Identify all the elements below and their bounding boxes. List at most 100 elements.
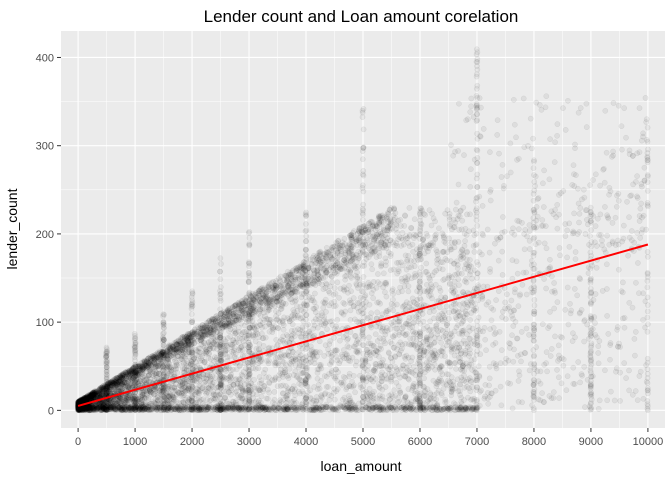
- data-point: [296, 349, 302, 356]
- data-point: [331, 396, 338, 403]
- data-point: [182, 384, 189, 391]
- data-point: [422, 212, 429, 218]
- data-point: [406, 264, 412, 271]
- data-point: [277, 306, 284, 312]
- data-point: [346, 344, 352, 351]
- data-point: [197, 349, 203, 356]
- data-point: [234, 313, 240, 319]
- data-point: [285, 388, 291, 395]
- data-point: [210, 395, 217, 402]
- data-point: [446, 281, 453, 288]
- data-point: [276, 372, 282, 379]
- data-point: [88, 404, 95, 411]
- data-point: [217, 321, 224, 328]
- data-point: [129, 395, 135, 402]
- data-point: [226, 377, 233, 383]
- data-point: [102, 406, 109, 413]
- data-point: [252, 332, 259, 338]
- data-point: [288, 399, 295, 405]
- data-point: [115, 398, 122, 405]
- data-point: [333, 323, 339, 330]
- data-point: [230, 366, 236, 373]
- data-point: [207, 356, 214, 362]
- data-point: [166, 345, 173, 352]
- data-point: [203, 376, 209, 382]
- data-point: [185, 367, 192, 374]
- data-point: [339, 396, 346, 403]
- data-point: [290, 311, 296, 318]
- data-point: [147, 386, 153, 393]
- data-point: [462, 238, 468, 244]
- data-point: [249, 324, 255, 331]
- data-point: [340, 347, 347, 353]
- data-point: [354, 269, 360, 276]
- data-point: [408, 258, 414, 264]
- data-point: [304, 282, 311, 289]
- data-point: [281, 364, 288, 371]
- data-point: [473, 241, 480, 248]
- data-point: [371, 249, 377, 256]
- data-point: [415, 316, 422, 322]
- data-point: [272, 360, 278, 367]
- data-point: [273, 336, 280, 343]
- data-point: [274, 383, 281, 390]
- data-point: [348, 288, 354, 295]
- data-point: [448, 330, 455, 337]
- data-point: [216, 317, 222, 324]
- data-point: [119, 379, 125, 386]
- data-point: [237, 384, 244, 390]
- data-point: [404, 235, 411, 242]
- data-point: [117, 395, 124, 402]
- data-point: [423, 230, 430, 237]
- data-point: [258, 358, 265, 365]
- data-point: [297, 326, 303, 333]
- data-point: [125, 385, 132, 391]
- data-point: [314, 324, 321, 331]
- data-point: [342, 276, 349, 283]
- data-point: [310, 297, 316, 304]
- data-point: [290, 383, 297, 390]
- data-point: [365, 374, 372, 381]
- data-point: [383, 309, 389, 316]
- data-point: [401, 223, 408, 229]
- data-point: [139, 374, 146, 380]
- data-point: [239, 335, 246, 342]
- data-point: [330, 389, 337, 396]
- data-point: [154, 397, 161, 404]
- data-point: [117, 395, 123, 402]
- data-point: [219, 358, 225, 364]
- data-point: [357, 318, 364, 325]
- data-point: [227, 341, 234, 348]
- data-point: [397, 217, 404, 223]
- data-point: [359, 326, 366, 333]
- data-point: [405, 341, 412, 347]
- data-point: [301, 354, 308, 361]
- data-point: [342, 308, 349, 315]
- data-point: [471, 249, 478, 255]
- data-point: [319, 394, 325, 401]
- data-point: [206, 350, 212, 356]
- data-point: [427, 318, 433, 325]
- data-point: [458, 400, 465, 407]
- data-point: [435, 255, 442, 262]
- data-point: [285, 375, 292, 381]
- data-point: [282, 367, 288, 374]
- data-point: [405, 273, 412, 279]
- data-point: [393, 240, 400, 247]
- data-point: [274, 354, 281, 361]
- data-point: [340, 374, 347, 380]
- data-point: [273, 317, 280, 323]
- data-point: [346, 370, 353, 377]
- data-point: [390, 266, 397, 273]
- data-point: [364, 315, 371, 321]
- data-point: [311, 360, 318, 366]
- data-point: [340, 299, 347, 306]
- data-point: [401, 283, 408, 290]
- data-point: [423, 260, 430, 267]
- data-point: [334, 279, 341, 286]
- data-point: [201, 324, 208, 330]
- data-point: [337, 285, 344, 292]
- data-point: [204, 396, 210, 403]
- data-point: [232, 398, 239, 405]
